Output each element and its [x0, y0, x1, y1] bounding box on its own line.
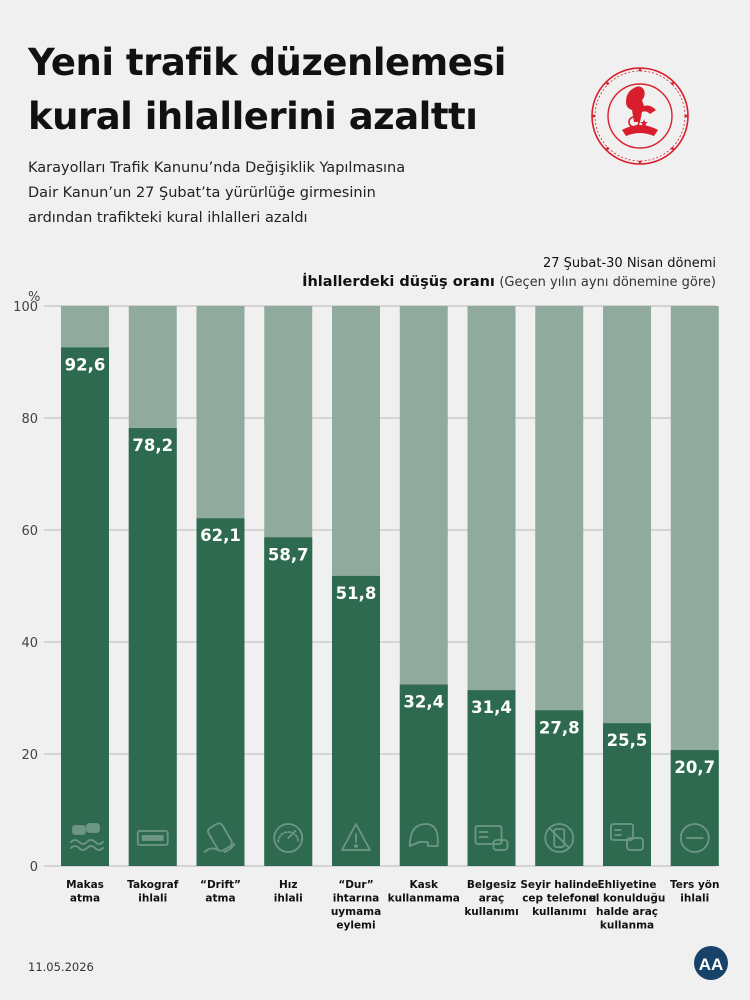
bar-value-label: 32,4 [403, 693, 444, 712]
x-category-label: Makas [66, 879, 104, 891]
period-label: 27 Şubat-30 Nisan dönemi [542, 256, 716, 271]
title-line-1: Yeni trafik düzenlemesi [28, 41, 507, 84]
bar-value-label: 25,5 [607, 731, 648, 750]
x-axis-labels: Makas atma Takograf ihlali “Drift” atma Hız ihl… [66, 879, 719, 932]
subtitle-line-2: Dair Kanun’un 27 Şubat’ta yürürlüğe girm… [28, 185, 376, 201]
x-category-label: kullanımı [464, 906, 518, 918]
bar-value-label: 58,7 [268, 545, 309, 564]
x-category-label: Ters yön [670, 879, 720, 891]
x-category-label: ihlali [274, 893, 303, 905]
bar-value-label: 27,8 [539, 718, 580, 737]
subtitle-line-3: ardından trafikteki kural ihlalleri azal… [28, 210, 308, 226]
y-tick-label: 60 [21, 524, 38, 539]
x-category-label: ihlali [680, 893, 709, 905]
bar [399, 684, 448, 866]
ministry-seal-logo [591, 67, 689, 165]
x-category-label: cep telefonu [522, 893, 596, 905]
metric-title: İhlallerdeki düşüş oranı [302, 274, 495, 290]
page-subtitle: Karayolları Trafik Kanunu’nda Değişiklik… [28, 156, 498, 231]
y-tick-label: 20 [21, 748, 38, 763]
x-category-label: atma [205, 893, 235, 905]
x-category-label: “Drift” [200, 879, 241, 891]
bar-value-label: 31,4 [471, 698, 512, 717]
date-label: 11.05.2026 [28, 960, 94, 974]
chart-bars: 92,6 78,2 62,1 58,7 51,8 32,4 31,4 27,8 25,5 20,7 [61, 306, 719, 866]
x-category-label: Ehliyetine [597, 879, 656, 891]
x-category-label: el konulduğu [589, 893, 666, 905]
bar [61, 347, 109, 866]
x-category-label: kullanmama [388, 893, 460, 905]
x-category-label: araç [479, 893, 505, 905]
metric-label: İhlallerdeki düşüş oranı (Geçen yılın ay… [302, 274, 716, 290]
x-category-label: halde araç [596, 906, 658, 918]
bar [535, 710, 584, 866]
x-category-label: uymama [331, 906, 381, 918]
y-tick-label: 100 [13, 300, 38, 315]
y-axis-unit: % [28, 290, 41, 305]
title-line-2: kural ihlallerini azalttı [28, 95, 478, 138]
x-category-label: kullanımı [532, 906, 586, 918]
x-category-label: Belgesiz [467, 879, 516, 891]
x-category-label: eylemi [336, 920, 375, 932]
metric-note: (Geçen yılın aynı dönemine göre) [499, 275, 716, 290]
x-category-label: Kask [410, 879, 439, 891]
x-category-label: Seyir halinde [520, 879, 598, 891]
x-category-label: ihlali [138, 893, 167, 905]
bar-value-label: 20,7 [674, 758, 715, 777]
x-category-label: Hız [279, 879, 298, 891]
bar [264, 537, 313, 866]
y-tick-label: 0 [30, 860, 38, 875]
page-title: Yeni trafik düzenlemesi kural ihlallerin… [28, 36, 588, 144]
bar [670, 750, 719, 866]
x-category-label: ihtarına [333, 893, 380, 905]
aa-logo: AA [694, 946, 728, 980]
y-tick-label: 80 [21, 412, 38, 427]
bar-value-label: 51,8 [336, 584, 377, 603]
bar-value-label: 92,6 [65, 355, 106, 374]
y-axis-ticks: 0 20 40 60 80 100 [13, 300, 38, 875]
bar [196, 518, 245, 866]
x-category-label: atma [70, 893, 100, 905]
bar-value-label: 78,2 [132, 436, 173, 455]
bar-value-label: 62,1 [200, 526, 241, 545]
x-category-label: Takograf [127, 879, 179, 891]
x-category-label: “Dur” [338, 879, 373, 891]
aa-logo-text: AA [699, 955, 724, 974]
subtitle-line-1: Karayolları Trafik Kanunu’nda Değişiklik… [28, 160, 406, 176]
bar [332, 575, 380, 866]
bar [128, 428, 177, 866]
x-category-label: kullanma [600, 920, 654, 932]
y-tick-label: 40 [21, 636, 38, 651]
